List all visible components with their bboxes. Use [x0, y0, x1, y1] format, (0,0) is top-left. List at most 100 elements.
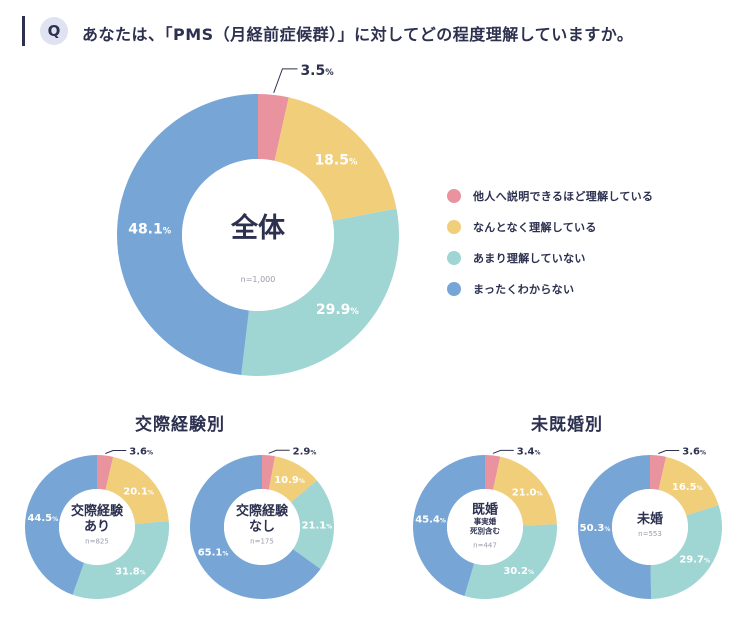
sample-size-label: n=175 [250, 538, 274, 546]
value-label: 20.1% [123, 487, 154, 498]
legend-swatch [447, 281, 461, 296]
donut-segment [578, 455, 652, 599]
value-label: 29.9% [316, 302, 360, 318]
question-text: あなたは、「PMS（月経前症候群）」に対してどの程度理解していますか。 [82, 25, 634, 44]
legend-swatch [447, 250, 461, 265]
value-label: 30.2% [503, 566, 534, 577]
leader-line [105, 449, 127, 454]
value-label: 3.4% [517, 446, 541, 457]
percent-unit: % [326, 523, 332, 530]
donut-hole [612, 489, 688, 565]
value-label: 48.1% [128, 222, 172, 238]
donut-segment [258, 94, 289, 161]
donut-segment [650, 455, 667, 490]
donut-segment [658, 456, 719, 516]
legend-label: 他人へ説明できるほど理解している [473, 189, 654, 203]
donut-segment [72, 521, 170, 599]
value-label: 31.8% [115, 566, 146, 577]
donut-segment [485, 455, 501, 490]
donut-segment [274, 97, 397, 221]
value-label: 3.5% [300, 63, 334, 79]
percent-unit: % [440, 518, 446, 525]
donut-hole [224, 489, 300, 565]
value-label: 3.6% [682, 446, 706, 457]
percent-unit: % [697, 485, 703, 492]
leader-line [268, 449, 290, 454]
donut-chart-5: 3.6% 16.5% 29.7% 50.3% 未婚 n=553 [578, 446, 723, 599]
donut-segment [290, 480, 335, 569]
value-label: 45.4% [415, 515, 446, 526]
percent-unit: % [604, 526, 610, 533]
chart-center-subtitle: 死別含む [470, 525, 500, 535]
percent-unit: % [350, 306, 359, 316]
percent-unit: % [148, 490, 154, 497]
value-label: 18.5% [314, 153, 358, 169]
value-label: 16.5% [672, 482, 703, 493]
percent-unit: % [700, 449, 706, 456]
value-label: 10.9% [274, 475, 305, 486]
value-label: 65.1% [198, 548, 229, 559]
chart-center-subtitle: 事実婚 [474, 516, 497, 526]
value-label: 44.5% [27, 513, 58, 524]
percent-unit: % [222, 551, 228, 558]
percent-unit: % [325, 67, 334, 77]
percent-unit: % [163, 226, 172, 236]
donut-segment [493, 456, 557, 526]
legend-item-3: あまり理解していない [447, 242, 653, 273]
donut-chart-1: 3.5% 18.5% 29.9% 48.1% 全体 n=1,000 [116, 63, 399, 376]
chart-center-title: 未婚 [636, 511, 663, 527]
legend-label: あまり理解していない [473, 251, 586, 265]
sample-size-label: n=825 [85, 538, 109, 546]
legend-swatch [447, 219, 461, 234]
percent-unit: % [528, 569, 534, 576]
donut-segment [97, 455, 114, 490]
legend-item-2: なんとなく理解している [447, 211, 653, 242]
chart-center-title: 交際経験 [236, 503, 289, 519]
leader-line [273, 68, 298, 94]
donut-segment [650, 505, 723, 599]
donut-segment [116, 94, 258, 375]
percent-unit: % [535, 449, 541, 456]
percent-unit: % [140, 569, 146, 576]
question-badge: Q [40, 17, 68, 45]
group-title-marital: 未既婚別 [531, 415, 603, 435]
legend: 他人へ説明できるほど理解している なんとなく理解している あまり理解していないまった… [447, 180, 653, 304]
chart-center-title: 交際経験 [71, 503, 124, 519]
percent-unit: % [52, 516, 58, 523]
chart-center-title: あり [84, 520, 110, 535]
donut-segment [412, 455, 485, 597]
sample-size-label: n=447 [473, 541, 497, 549]
donut-segment [241, 208, 399, 376]
donut-segment [262, 455, 276, 490]
legend-item-4: まったくわからない [447, 273, 653, 304]
sample-size-label: n=1,000 [241, 275, 276, 284]
percent-unit: % [536, 490, 542, 497]
chart-center-title: 既婚 [472, 501, 498, 517]
donut-hole [182, 159, 334, 311]
value-label: 2.9% [293, 446, 317, 457]
value-label: 21.1% [302, 520, 333, 531]
legend-swatch [447, 188, 461, 203]
sample-size-label: n=553 [638, 530, 662, 538]
leader-line [658, 449, 680, 454]
value-label: 29.7% [679, 555, 710, 566]
donut-hole [447, 489, 523, 565]
title-accent-bar [22, 16, 25, 46]
legend-item-1: 他人へ説明できるほど理解している [447, 180, 653, 211]
donut-segment [464, 524, 558, 599]
donut-segment [268, 456, 317, 503]
donut-hole [59, 489, 135, 565]
value-label: 3.6% [129, 446, 153, 457]
group-title-relationship: 交際経験別 [135, 415, 225, 435]
percent-unit: % [147, 449, 153, 456]
legend-label: なんとなく理解している [473, 220, 597, 234]
donut-segment [105, 456, 169, 524]
chart-center-title: なし [249, 520, 275, 535]
donut-segment [25, 455, 97, 595]
value-label: 50.3% [580, 523, 611, 534]
donut-segment [189, 455, 321, 599]
